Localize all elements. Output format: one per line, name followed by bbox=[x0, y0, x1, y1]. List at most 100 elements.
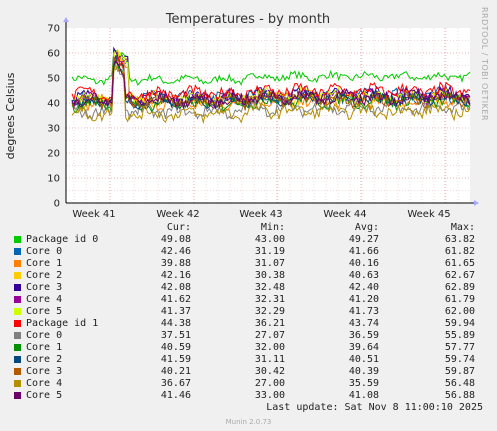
legend-value-min: 30.42 bbox=[254, 366, 285, 377]
legend-swatch bbox=[14, 284, 21, 291]
legend-series-name: Core 2 bbox=[26, 354, 63, 365]
legend-value-max: 55.89 bbox=[444, 330, 475, 341]
x-tick-label: Week 42 bbox=[156, 209, 199, 220]
legend-row: Package id 0 49.08 43.00 49.27 63.82 bbox=[0, 234, 497, 246]
legend-value-avg: 40.39 bbox=[348, 366, 379, 377]
legend-swatch bbox=[14, 344, 21, 351]
legend-value-min: 32.48 bbox=[254, 282, 285, 293]
legend-value-avg: 49.27 bbox=[348, 234, 379, 245]
y-tick-label: 10 bbox=[47, 174, 60, 185]
legend-header-min: Min: bbox=[260, 222, 285, 233]
legend-header-cur: Cur: bbox=[166, 222, 191, 233]
legend-header-max: Max: bbox=[450, 222, 475, 233]
legend-value-min: 31.19 bbox=[254, 246, 285, 257]
legend-value-max: 62.00 bbox=[444, 306, 475, 317]
legend-swatch bbox=[14, 332, 21, 339]
series-line-14 bbox=[71, 60, 471, 110]
legend-header-avg: Avg: bbox=[354, 222, 379, 233]
series-lines bbox=[71, 46, 471, 125]
series-line-1 bbox=[71, 50, 471, 86]
legend-value-cur: 41.46 bbox=[160, 390, 191, 401]
legend-series-name: Core 2 bbox=[26, 270, 63, 281]
y-tick-label: 50 bbox=[47, 74, 60, 85]
legend-value-cur: 41.37 bbox=[160, 306, 191, 317]
legend-value-cur: 37.51 bbox=[160, 330, 191, 341]
legend-row: Core 0 42.46 31.19 41.66 61.82 bbox=[0, 246, 497, 258]
legend-swatch bbox=[14, 368, 21, 375]
legend-value-avg: 41.08 bbox=[348, 390, 379, 401]
x-tick-label: Week 45 bbox=[407, 209, 450, 220]
legend-row: Core 4 36.67 27.00 35.59 56.48 bbox=[0, 378, 497, 390]
series-line-8 bbox=[71, 54, 471, 103]
legend-value-cur: 41.62 bbox=[160, 294, 191, 305]
last-update: Last update: Sat Nov 8 11:00:10 2025 bbox=[266, 402, 483, 413]
legend-value-min: 33.00 bbox=[254, 390, 285, 401]
legend-value-min: 27.07 bbox=[254, 330, 285, 341]
legend-value-max: 62.89 bbox=[444, 282, 475, 293]
legend-value-max: 61.79 bbox=[444, 294, 475, 305]
y-tick-label: 60 bbox=[47, 49, 60, 60]
legend-value-max: 59.74 bbox=[444, 354, 475, 365]
legend-row: Core 2 41.59 31.11 40.51 59.74 bbox=[0, 354, 497, 366]
legend-value-min: 31.07 bbox=[254, 258, 285, 269]
y-axis-arrow bbox=[63, 17, 69, 22]
y-tick-label: 0 bbox=[54, 199, 60, 210]
y-axis-label: degrees Celsius bbox=[4, 72, 17, 159]
axes bbox=[63, 17, 479, 206]
legend-value-max: 61.65 bbox=[444, 258, 475, 269]
legend-value-avg: 43.74 bbox=[348, 318, 379, 329]
legend-value-cur: 49.08 bbox=[160, 234, 191, 245]
legend-series-name: Core 1 bbox=[26, 342, 63, 353]
legend-swatch bbox=[14, 260, 21, 267]
legend-value-min: 31.11 bbox=[254, 354, 285, 365]
legend-row: Core 4 41.62 32.31 41.20 61.79 bbox=[0, 294, 497, 306]
legend-value-min: 43.00 bbox=[254, 234, 285, 245]
legend-swatch bbox=[14, 392, 21, 399]
legend-swatch bbox=[14, 296, 21, 303]
legend-value-min: 32.31 bbox=[254, 294, 285, 305]
legend-swatch bbox=[14, 308, 21, 315]
legend-row: Core 5 41.37 32.29 41.73 62.00 bbox=[0, 306, 497, 318]
legend-value-cur: 39.88 bbox=[160, 258, 191, 269]
legend-value-min: 27.00 bbox=[254, 378, 285, 389]
legend-swatch bbox=[14, 248, 21, 255]
legend-series-name: Core 4 bbox=[26, 378, 63, 389]
chart: Temperatures - by month degrees Celsius … bbox=[4, 7, 489, 220]
legend-swatch bbox=[14, 380, 21, 387]
legend-value-avg: 40.16 bbox=[348, 258, 379, 269]
legend-series-name: Core 3 bbox=[26, 282, 63, 293]
y-tick-labels: 0 10 20 30 40 50 60 70 bbox=[47, 24, 60, 210]
legend-value-avg: 36.59 bbox=[348, 330, 379, 341]
y-tick-label: 30 bbox=[47, 124, 60, 135]
x-tick-label: Week 43 bbox=[239, 209, 282, 220]
y-tick-label: 40 bbox=[47, 99, 60, 110]
x-tick-labels: Week 41 Week 42 Week 43 Week 44 Week 45 bbox=[72, 209, 450, 220]
x-tick-label: Week 44 bbox=[323, 209, 366, 220]
munin-version: Munin 2.0.73 bbox=[225, 418, 272, 426]
legend-row: Core 3 40.21 30.42 40.39 59.87 bbox=[0, 366, 497, 378]
legend-value-max: 63.82 bbox=[444, 234, 475, 245]
legend-value-avg: 41.73 bbox=[348, 306, 379, 317]
legend-series-name: Package id 1 bbox=[26, 318, 99, 329]
legend-series-name: Core 1 bbox=[26, 258, 63, 269]
legend-value-max: 56.88 bbox=[444, 390, 475, 401]
legend-value-min: 32.29 bbox=[254, 306, 285, 317]
legend-row: Core 1 39.88 31.07 40.16 61.65 bbox=[0, 258, 497, 270]
legend-value-cur: 44.38 bbox=[160, 318, 191, 329]
legend-header: Cur: Min: Avg: Max: bbox=[0, 222, 497, 234]
legend-row: Core 5 41.46 33.00 41.08 56.88 bbox=[0, 390, 497, 402]
legend-row: Core 3 42.08 32.48 42.40 62.89 bbox=[0, 282, 497, 294]
series-line-13 bbox=[71, 62, 471, 125]
legend-value-avg: 40.63 bbox=[348, 270, 379, 281]
y-tick-label: 20 bbox=[47, 149, 60, 160]
legend-value-max: 62.67 bbox=[444, 270, 475, 281]
legend-row: Package id 1 44.38 36.21 43.74 59.94 bbox=[0, 318, 497, 330]
legend-value-min: 30.38 bbox=[254, 270, 285, 281]
legend-row: Core 2 42.16 30.38 40.63 62.67 bbox=[0, 270, 497, 282]
legend-value-cur: 42.16 bbox=[160, 270, 191, 281]
legend-value-avg: 42.40 bbox=[348, 282, 379, 293]
y-tick-label: 70 bbox=[47, 24, 60, 35]
legend-series-name: Core 3 bbox=[26, 366, 63, 377]
legend-swatch bbox=[14, 236, 21, 243]
legend-series-name: Core 4 bbox=[26, 294, 63, 305]
